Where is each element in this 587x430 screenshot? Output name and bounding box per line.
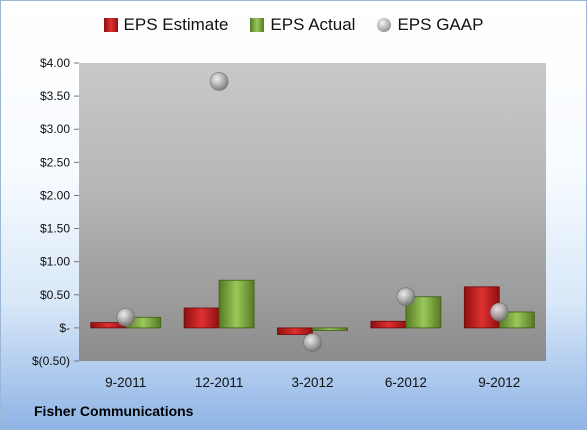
y-tick-label: $0.50 — [40, 288, 70, 302]
bar-eps-estimate — [370, 320, 407, 329]
legend-label-estimate: EPS Estimate — [123, 15, 229, 34]
y-tick-label: $2.00 — [40, 188, 70, 202]
y-tick-label: $2.50 — [40, 155, 70, 169]
y-tick-label: $(0.50) — [32, 354, 70, 368]
bar-eps-estimate — [183, 307, 220, 329]
x-tick-label: 6-2012 — [385, 375, 427, 390]
legend-swatch-estimate — [103, 18, 118, 32]
point-eps-gaap — [209, 72, 229, 91]
company-name: Fisher Communications — [34, 403, 194, 419]
x-tick-label: 3-2012 — [291, 375, 333, 390]
point-eps-gaap — [303, 333, 322, 352]
bar-eps-actual — [218, 279, 255, 329]
y-tick-label: $3.00 — [40, 122, 70, 136]
point-eps-gaap — [396, 287, 416, 307]
legend-swatch-actual — [250, 18, 265, 32]
bar-eps-actual — [312, 327, 348, 331]
y-tick-label: $1.50 — [40, 222, 70, 236]
y-tick-label: $4.00 — [40, 56, 70, 70]
legend-item-gaap: EPS GAAP — [377, 15, 483, 35]
legend-item-actual: EPS Actual — [250, 15, 355, 35]
y-tick-label: $3.50 — [40, 89, 70, 103]
legend: EPS Estimate EPS Actual EPS GAAP — [1, 15, 586, 35]
x-tick-label: 9-2011 — [105, 375, 146, 390]
legend-label-gaap: EPS GAAP — [397, 15, 484, 34]
point-eps-gaap — [489, 302, 509, 322]
legend-item-estimate: EPS Estimate — [103, 15, 229, 35]
legend-swatch-gaap — [377, 18, 392, 32]
bar-eps-estimate — [277, 327, 313, 335]
x-tick-label: 12-2011 — [195, 375, 244, 390]
y-tick-label: $1.00 — [40, 255, 70, 269]
point-eps-gaap — [116, 307, 135, 327]
x-tick-label: 9-2012 — [478, 375, 520, 390]
y-tick-label: $- — [59, 321, 70, 335]
legend-label-actual: EPS Actual — [270, 15, 356, 34]
